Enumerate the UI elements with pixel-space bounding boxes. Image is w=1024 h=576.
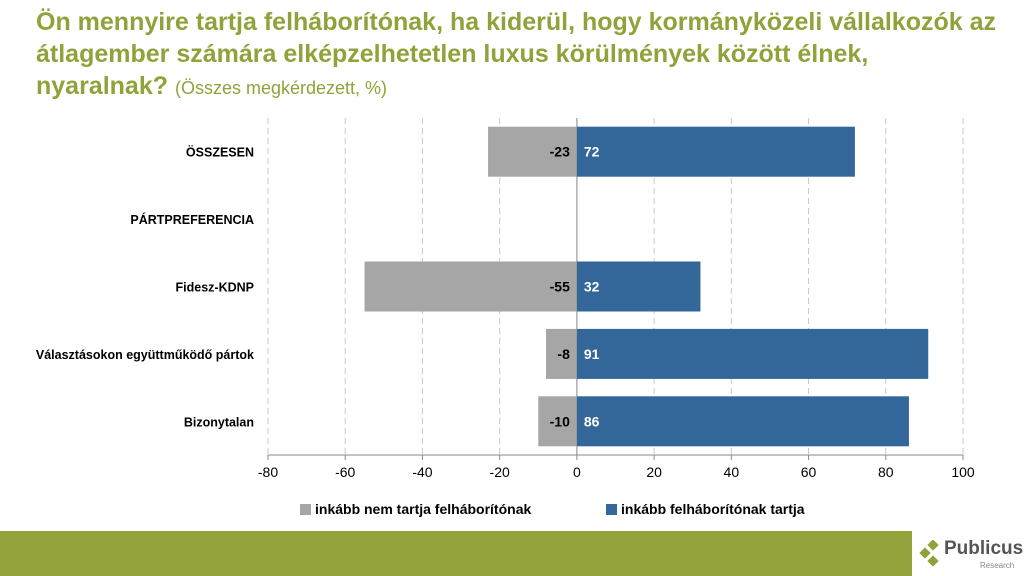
- legend-label: inkább felháborítónak tartja: [621, 501, 805, 517]
- title-main: Ön mennyire tartja felháborítónak, ha ki…: [36, 8, 996, 100]
- bar-negative: [546, 328, 577, 379]
- x-tick-label: 40: [724, 464, 740, 480]
- data-label: 86: [584, 413, 600, 429]
- bar-positive: [576, 261, 701, 312]
- logo-diamonds-icon: [919, 540, 939, 567]
- x-tick-label: -60: [335, 464, 355, 480]
- data-label: 72: [584, 144, 600, 160]
- data-label: -8: [557, 346, 570, 362]
- category-label: Fidesz-KDNP: [176, 281, 254, 295]
- logo-subtitle: Research: [980, 561, 1015, 570]
- category-label: PÁRTPREFERENCIA: [130, 212, 254, 227]
- data-label: -10: [550, 413, 570, 429]
- bar-negative: [488, 126, 577, 177]
- publicus-logo: Publicus Research: [918, 536, 1024, 576]
- diverging-bar-chart: -80 -60 -40 -20 0 20 40 60 80 100 ÖSSZESEN -23 72 PÁR…: [36, 118, 975, 517]
- footer-bar: [0, 531, 912, 576]
- legend-swatch: [300, 504, 311, 515]
- x-tick-label: -40: [412, 464, 432, 480]
- data-label: 32: [584, 279, 600, 295]
- x-tick-label: 20: [646, 464, 662, 480]
- title-subtitle: (Összes megkérdezett, %): [174, 78, 388, 98]
- x-tick-label: 80: [878, 464, 894, 480]
- x-tick-label: 0: [573, 464, 581, 480]
- chart-title: Ön mennyire tartja felháborítónak, ha ki…: [36, 6, 996, 104]
- bar-positive: [576, 396, 909, 447]
- legend-label: inkább nem tartja felháborítónak: [315, 501, 531, 517]
- category-label: Bizonytalan: [184, 415, 254, 429]
- logo-name: Publicus: [944, 538, 1024, 559]
- bar-negative: [364, 261, 577, 312]
- data-label: 91: [584, 346, 600, 362]
- x-tick-label: -20: [490, 464, 510, 480]
- bar-positive: [576, 328, 929, 379]
- data-label: -55: [550, 279, 570, 295]
- category-label: Választásokon együttműködő pártok: [36, 348, 254, 362]
- x-tick-label: 60: [801, 464, 817, 480]
- legend-swatch: [606, 504, 617, 515]
- x-tick-label: -80: [258, 464, 278, 480]
- x-tick-label: 100: [951, 464, 975, 480]
- category-label: ÖSSZESEN: [186, 145, 254, 160]
- bar-positive: [576, 126, 855, 177]
- data-label: -23: [550, 144, 570, 160]
- bar-negative: [538, 396, 577, 447]
